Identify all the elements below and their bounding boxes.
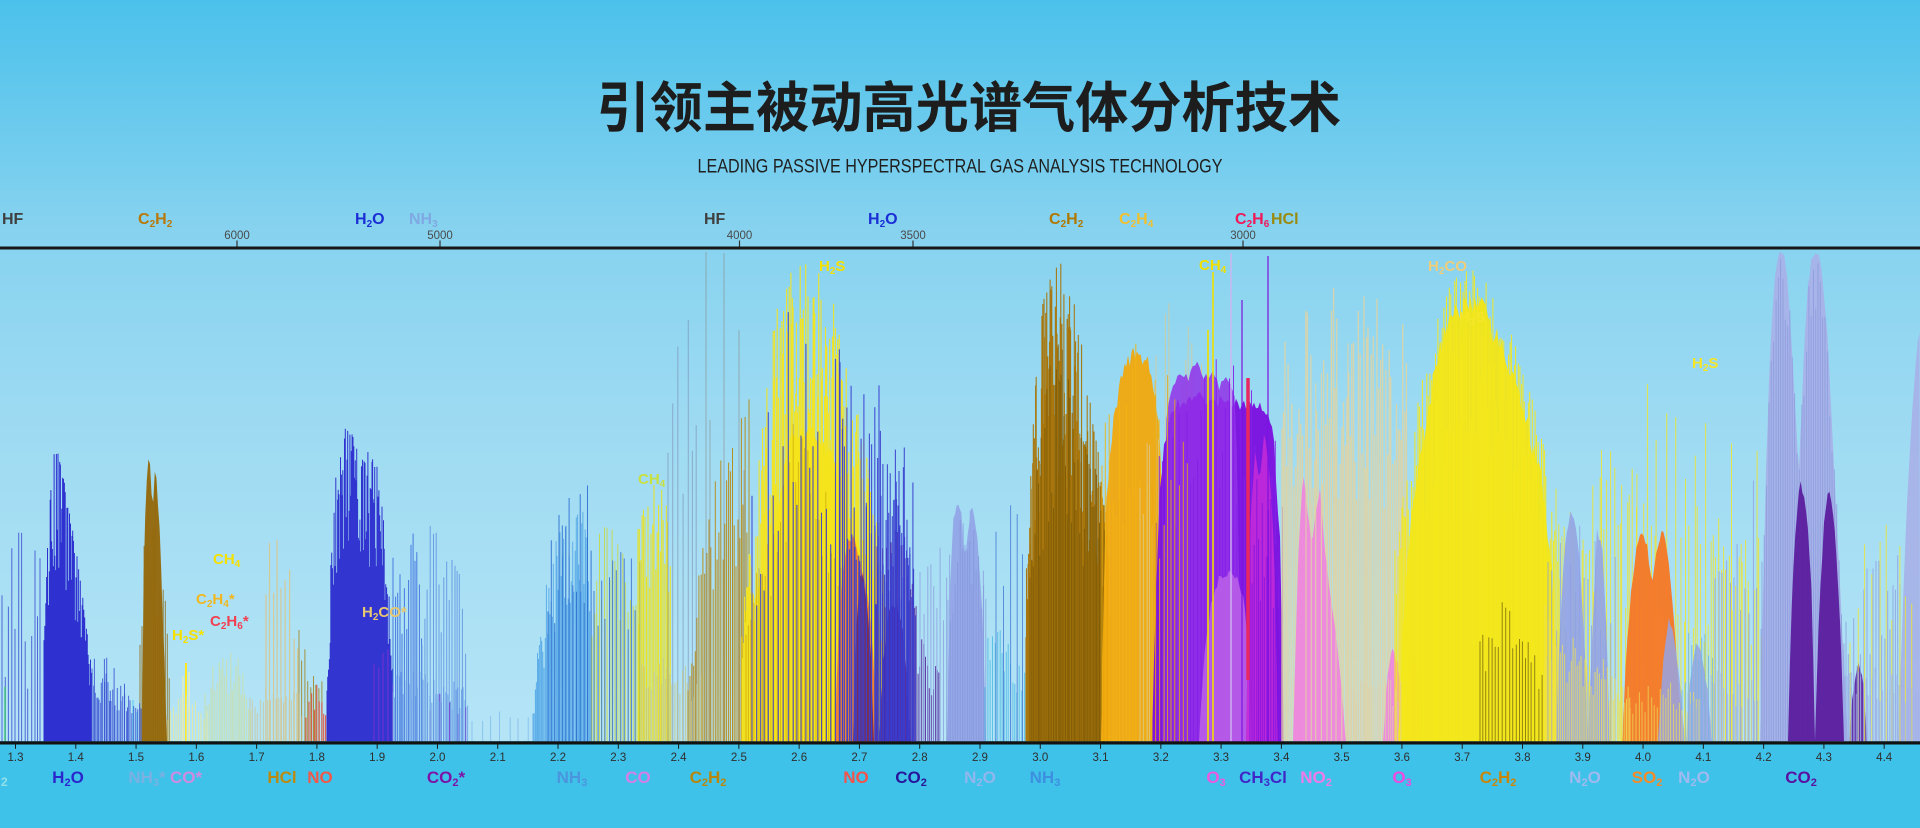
svg-text:HF: HF xyxy=(704,211,726,228)
svg-text:NH3​: NH3​ xyxy=(557,768,588,789)
svg-text:N2​O: N2​O xyxy=(964,768,996,789)
svg-text:CH4​: CH4​ xyxy=(638,471,666,490)
svg-text:O3​: O3​ xyxy=(1206,768,1225,789)
svg-text:CH4​: CH4​ xyxy=(213,551,241,570)
svg-text:1.8: 1.8 xyxy=(309,752,325,764)
svg-text:3.9: 3.9 xyxy=(1575,752,1591,764)
svg-text:O3​: O3​ xyxy=(1392,768,1411,789)
svg-text:2.2: 2.2 xyxy=(550,752,566,764)
svg-text:3.8: 3.8 xyxy=(1515,752,1531,764)
svg-text:H2​CO: H2​CO xyxy=(1428,258,1467,277)
svg-text:3.6: 3.6 xyxy=(1394,752,1410,764)
svg-text:CO: CO xyxy=(625,768,651,787)
svg-text:CO2​*: CO2​* xyxy=(427,768,466,789)
svg-text:3.7: 3.7 xyxy=(1454,752,1470,764)
svg-text:H2​S*: H2​S* xyxy=(172,627,204,646)
svg-text:1.4: 1.4 xyxy=(68,752,85,764)
svg-text:1.3: 1.3 xyxy=(8,752,24,764)
svg-text:NO: NO xyxy=(843,768,869,787)
svg-text:2.0: 2.0 xyxy=(429,752,445,764)
svg-text:H2​S: H2​S xyxy=(1692,355,1718,374)
svg-text:1.7: 1.7 xyxy=(249,752,265,764)
svg-text:C2​H2​: C2​H2​ xyxy=(1480,768,1517,789)
svg-text:3.1: 3.1 xyxy=(1093,752,1109,764)
svg-text:6000: 6000 xyxy=(224,230,250,242)
svg-text:H2​S: H2​S xyxy=(1459,309,1485,328)
svg-text:3.4: 3.4 xyxy=(1273,752,1290,764)
svg-text:1.6: 1.6 xyxy=(188,752,204,764)
svg-text:3.0: 3.0 xyxy=(1032,752,1048,764)
svg-text:2.7: 2.7 xyxy=(851,752,867,764)
svg-text:C2​H2​: C2​H2​ xyxy=(690,768,727,789)
svg-text:HF: HF xyxy=(2,211,24,228)
svg-text:2.6: 2.6 xyxy=(791,752,807,764)
svg-text:1.5: 1.5 xyxy=(128,752,144,764)
svg-text:3000: 3000 xyxy=(1230,230,1256,242)
svg-text:N2​O: N2​O xyxy=(1678,768,1710,789)
svg-text:CO*: CO* xyxy=(170,768,203,787)
svg-text:C2​H6​: C2​H6​ xyxy=(1235,211,1270,230)
svg-text:3.2: 3.2 xyxy=(1153,752,1169,764)
svg-text:H2​O: H2​O xyxy=(355,211,385,230)
svg-text:4.4: 4.4 xyxy=(1876,752,1893,764)
svg-text:CH4​: CH4​ xyxy=(1199,257,1227,276)
svg-text:NH3​: NH3​ xyxy=(409,211,438,230)
svg-text:4.2: 4.2 xyxy=(1756,752,1772,764)
svg-text:3.5: 3.5 xyxy=(1334,752,1350,764)
svg-text:NH3​*: NH3​* xyxy=(128,768,166,789)
svg-text:C2​H6​*: C2​H6​* xyxy=(210,613,249,632)
svg-text:C2​H4​: C2​H4​ xyxy=(1119,211,1154,230)
svg-text:4000: 4000 xyxy=(727,230,753,242)
svg-text:N2​O: N2​O xyxy=(1569,768,1601,789)
svg-text:CO2​: CO2​ xyxy=(1785,768,1817,789)
svg-text:C2​H2​: C2​H2​ xyxy=(138,211,173,230)
svg-text:3500: 3500 xyxy=(900,230,926,242)
svg-text:4.0: 4.0 xyxy=(1635,752,1651,764)
svg-text:4.3: 4.3 xyxy=(1816,752,1832,764)
svg-text:LEADING PASSIVE HYPERSPECTRAL: LEADING PASSIVE HYPERSPECTRAL GAS ANALYS… xyxy=(698,157,1223,178)
svg-text:HCl: HCl xyxy=(267,768,296,787)
svg-text:SO2​: SO2​ xyxy=(1632,768,1663,789)
svg-text:2.4: 2.4 xyxy=(671,752,688,764)
svg-text:H2​CO*: H2​CO* xyxy=(362,604,407,623)
svg-text:3.3: 3.3 xyxy=(1213,752,1229,764)
svg-text:NO2​: NO2​ xyxy=(1300,768,1332,789)
svg-text:2: 2 xyxy=(1,775,8,789)
svg-text:NO: NO xyxy=(307,768,333,787)
svg-text:4.1: 4.1 xyxy=(1695,752,1711,764)
svg-text:2.3: 2.3 xyxy=(610,752,626,764)
svg-text:HCl: HCl xyxy=(1271,211,1299,228)
svg-text:1.9: 1.9 xyxy=(369,752,385,764)
svg-text:2.5: 2.5 xyxy=(731,752,747,764)
svg-text:C2​H2​: C2​H2​ xyxy=(1049,211,1084,230)
svg-text:CO2​: CO2​ xyxy=(895,768,927,789)
svg-text:5000: 5000 xyxy=(427,230,453,242)
svg-text:2.9: 2.9 xyxy=(972,752,988,764)
svg-text:H2​S: H2​S xyxy=(819,258,845,277)
svg-text:NH3​: NH3​ xyxy=(1030,768,1061,789)
svg-text:CH3​Cl: CH3​Cl xyxy=(1239,768,1287,789)
svg-text:2.8: 2.8 xyxy=(912,752,928,764)
svg-text:2.1: 2.1 xyxy=(490,752,506,764)
svg-text:H2​O: H2​O xyxy=(868,211,898,230)
svg-text:C2​H4​*: C2​H4​* xyxy=(196,591,235,610)
svg-text:H2​O: H2​O xyxy=(52,768,84,789)
